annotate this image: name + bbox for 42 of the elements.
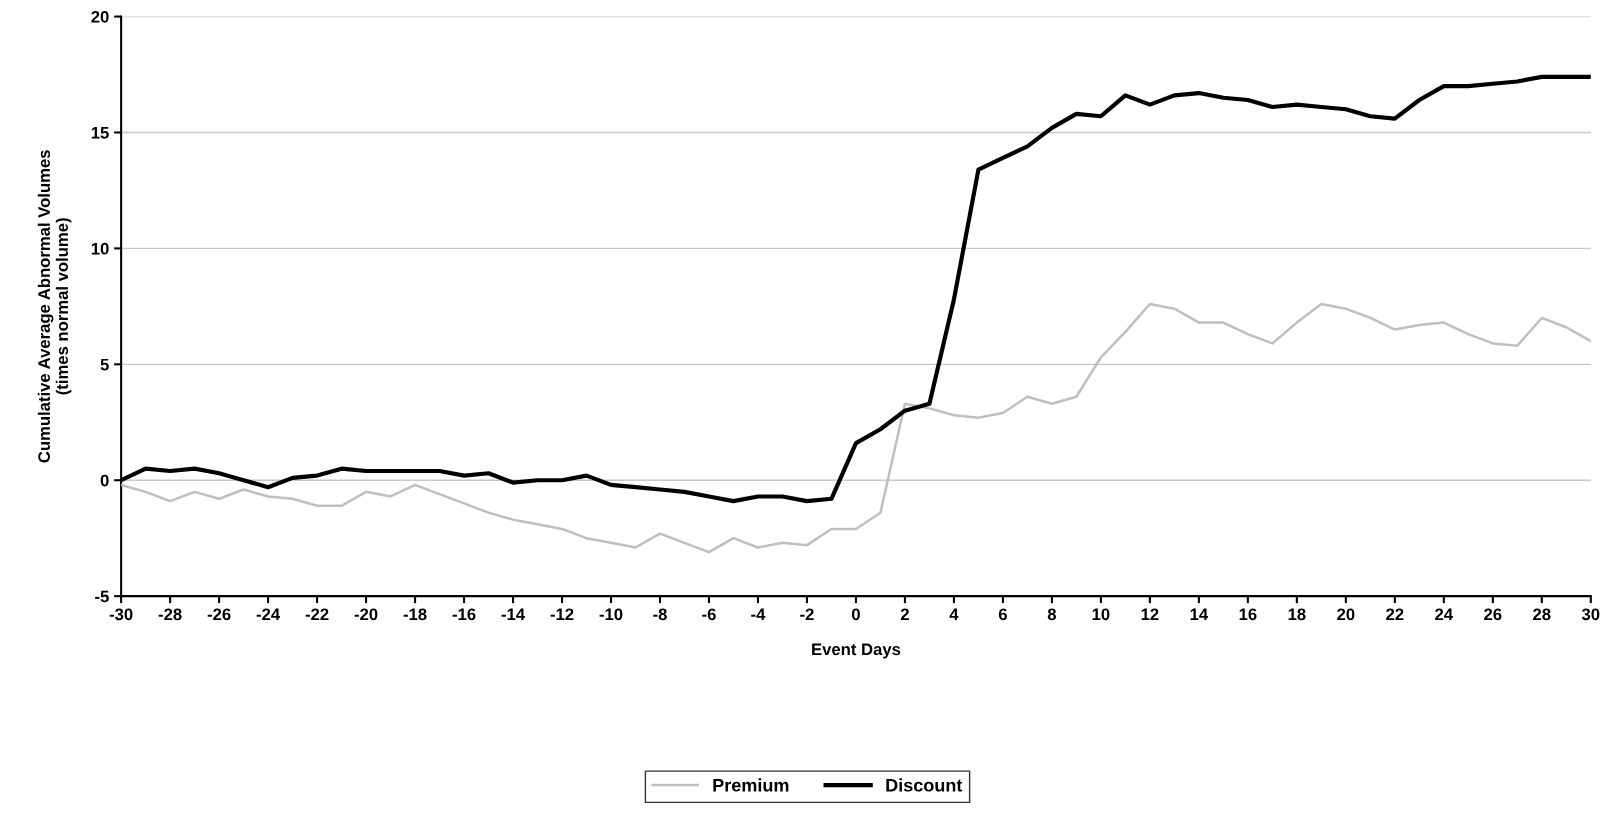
- x-tick-label: 0: [851, 608, 860, 621]
- x-tick-label: -28: [158, 608, 182, 621]
- y-tick-label: -5: [95, 590, 109, 603]
- x-tick-label: 18: [1288, 608, 1306, 621]
- x-tick-label: -8: [653, 608, 667, 621]
- x-tick-label: 4: [949, 608, 959, 621]
- x-tick-label: 10: [1092, 608, 1110, 621]
- x-tick-label: 22: [1386, 608, 1404, 621]
- y-tick-label: 5: [100, 358, 109, 371]
- x-tick-label: 8: [1047, 608, 1057, 621]
- x-tick-label: 30: [1581, 608, 1600, 621]
- x-tick-label: 2: [900, 608, 909, 621]
- x-tick-label: -26: [207, 608, 231, 621]
- x-tick-label: -12: [550, 608, 574, 621]
- line-series: [121, 302, 1591, 554]
- x-tick-label: -16: [452, 608, 476, 621]
- x-axis-title: Event Days: [812, 643, 901, 659]
- y-tick-label: 0: [100, 474, 109, 487]
- legend-label: Discount: [886, 778, 963, 792]
- x-tick-label: 16: [1239, 608, 1257, 621]
- x-tick-label: -6: [702, 608, 716, 621]
- legend-label: Premium: [713, 778, 789, 792]
- x-tick-label: -24: [256, 608, 281, 621]
- x-tick-label: 24: [1435, 608, 1453, 621]
- x-tick-label: -18: [403, 608, 427, 621]
- x-tick-label: -4: [751, 608, 766, 621]
- x-tick-label: -22: [305, 608, 329, 621]
- y-tick-label: 10: [91, 242, 109, 255]
- y-axis-title: Cumulative Average Abnormal Volumes (times normal volume): [37, 150, 72, 463]
- x-tick-label: 14: [1190, 608, 1209, 621]
- x-tick-label: -10: [599, 608, 623, 621]
- y-tick-label: 15: [91, 127, 109, 139]
- x-tick-label: -14: [501, 608, 525, 621]
- x-tick-label: 26: [1484, 608, 1502, 621]
- x-tick-label: 28: [1533, 608, 1551, 621]
- x-tick-label: -20: [354, 608, 378, 621]
- x-tick-label: 6: [998, 608, 1007, 621]
- x-tick-label: 20: [1337, 608, 1355, 621]
- x-tick-label: -30: [109, 608, 133, 621]
- y-tick-label: 20: [91, 10, 109, 23]
- x-tick-label: 12: [1141, 608, 1159, 621]
- x-tick-label: -2: [800, 608, 814, 621]
